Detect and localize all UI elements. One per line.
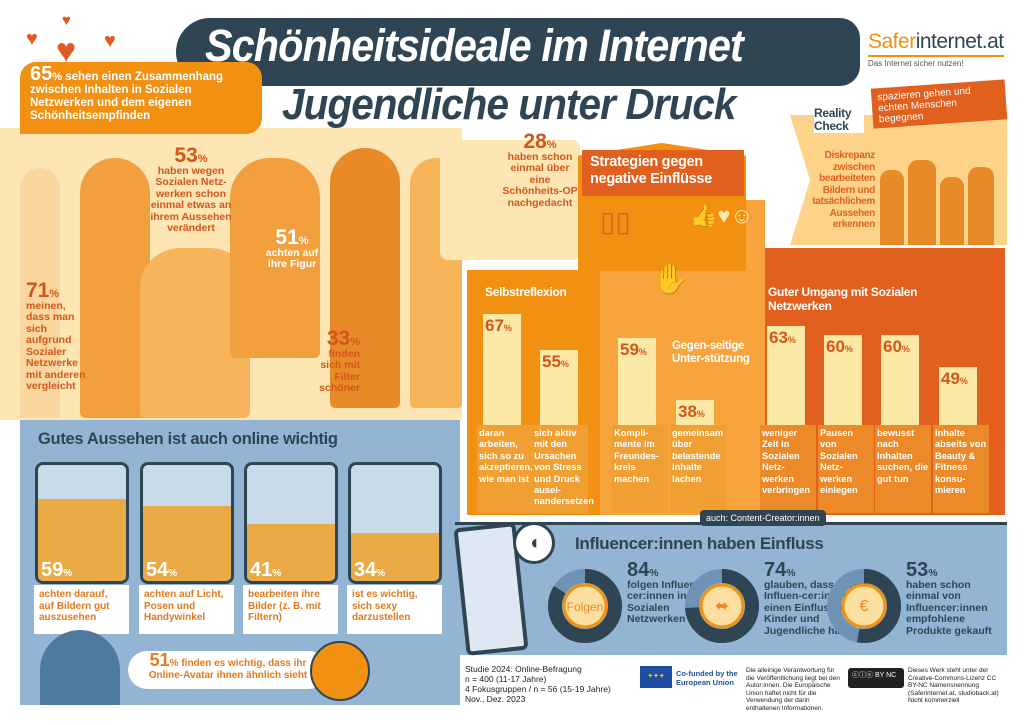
eu-cofunded: Co-funded by the European Union: [676, 669, 738, 687]
online-card: [244, 462, 338, 584]
reality-check-title: Reality Check: [814, 107, 864, 133]
donut-arc: [548, 569, 622, 643]
strategy-bar-label: Kompli-mente im Freundes-kreis machen: [612, 425, 668, 513]
strategy-bar-label: weniger Zeit in Sozialen Netz-werken ver…: [760, 425, 816, 513]
follow-button-icon: [562, 583, 608, 629]
online-card: [348, 462, 442, 584]
group-umgang: Guter Umgang mit Sozialen Netzwerken: [768, 285, 918, 313]
product-bottle-icon: [841, 583, 887, 629]
dumbbell-icon: [699, 583, 745, 629]
stat-65-bubble: 65% sehen einen Zusammenhang zwischen In…: [20, 62, 262, 134]
online-card-text: bearbeiten ihre Bilder (z. B. mit Filter…: [243, 585, 338, 634]
influencer-donut: ⬌: [685, 569, 759, 643]
donut-icon-label: Folgen: [567, 600, 604, 614]
influencer-stat: 74% glauben, dass Fitness-Influen-cer:inn…: [764, 559, 878, 637]
stat-51: 51% achten auf ihre Figur: [265, 226, 319, 270]
strategy-bar-value: 60%: [826, 337, 853, 356]
influencer-title: Influencer:innen haben Einfluss: [575, 534, 824, 553]
strategy-bar-value: 63%: [769, 328, 796, 347]
online-card-value: 41%: [250, 559, 282, 581]
title-banner: [176, 18, 860, 86]
donut-icon-label: €: [860, 598, 869, 615]
strategy-bar-label: gemeinsam über belastende Inhalte lachen: [670, 425, 726, 513]
eu-flag-icon: ✦✦✦: [640, 666, 672, 688]
online-card-text: achten darauf, auf Bildern gut auszusehe…: [34, 585, 129, 634]
page-title: Schönheitsideale im Internet: [205, 20, 744, 71]
reality-arrow: [790, 115, 810, 245]
influencer-stat: 84% folgen Influen-cer:innen in Sozialen …: [627, 559, 700, 625]
strategy-title: Strategien gegen negative Einflüsse: [582, 150, 744, 196]
strategy-bar-value: 49%: [941, 369, 968, 388]
page-subtitle: Jugendliche unter Druck: [282, 80, 736, 129]
online-avatar-icon: [310, 641, 370, 701]
joined-hands-icon: ✋: [652, 263, 690, 296]
heart-icon: ♥: [62, 12, 71, 29]
donut-arc: [827, 569, 901, 643]
online-card-value: 34%: [354, 559, 386, 581]
stat-28: 28% haben schon einmal über eine Schönhei…: [502, 130, 578, 209]
strategy-bar-value: 38%: [678, 402, 705, 421]
influencer-donut: Folgen: [548, 569, 622, 643]
stat-33: 33% finden sich mit Filter schöner: [319, 327, 360, 394]
teen-illustration: [0, 128, 462, 420]
avatar-girl: [40, 630, 120, 705]
saferinternet-logo: Saferinternet.at Das Internet sicher nut…: [868, 30, 1004, 68]
license: Dieses Werk steht unter der Creative-Com…: [908, 667, 999, 704]
heart-icon: ♥: [104, 30, 116, 52]
op-thought-area: [440, 140, 580, 260]
strategy-bar-value: 59%: [620, 340, 647, 359]
group-unterstuetzung: Gegen-seitige Unter-stützung: [672, 340, 750, 365]
influencer-donut: €: [827, 569, 901, 643]
online-card-value: 59%: [41, 559, 73, 581]
disclaimer: Die alleinige Verantwortung für die Verö…: [746, 667, 840, 712]
reality-text: Diskrepanz zwischen bearbeiteten Bildern…: [812, 150, 875, 230]
online-card-text: ist es wichtig, sich sexy darzustellen: [347, 585, 442, 634]
online-card: [35, 462, 129, 584]
online-card: [140, 462, 234, 584]
online-card-text: achten auf Licht, Posen und Handywinkel: [139, 585, 234, 634]
heart-icon: ♥: [26, 28, 38, 50]
strategy-bar-label: Pausen von Sozialen Netz-werken einlegen: [818, 425, 874, 513]
stat-53: 53% haben wegen Sozialen Netz-werken scho…: [150, 144, 232, 234]
cc-by-nc-icon: ⓒⓘⓔ BY NC: [848, 668, 904, 688]
donut-arc: [685, 569, 759, 643]
influencer-stat: 53% haben schon einmal von Influencer:inn…: [906, 559, 992, 637]
study-info: Studie 2024: Online-Befragung n = 400 (11…: [465, 664, 611, 704]
strategy-bar-value: 67%: [485, 316, 512, 335]
stat-71: 71% meinen, dass man sich aufgrund Sozial…: [26, 279, 86, 392]
people-silhouettes-icon: [880, 160, 1000, 245]
online-card-value: 54%: [146, 559, 178, 581]
strategy-bar-label: sich aktiv mit den Ursachen von Stress u…: [532, 425, 594, 513]
logo-tagline: Das Internet sicher nutzen!: [868, 59, 964, 68]
avatar-stat-bubble: 51% finden es wichtig, dass ihr Online-A…: [128, 651, 328, 689]
content-creator-tag: auch: Content-Creator:innen: [700, 510, 826, 526]
mirror-icon: ▯▯: [600, 206, 631, 237]
strategy-bar-value: 55%: [542, 352, 569, 371]
megaphone-icon: ◖: [513, 522, 555, 564]
strategy-bar-label: bewusst nach Inhalten suchen, die gut tu…: [875, 425, 931, 513]
social-reactions-icon: 👍♥☺: [690, 203, 753, 228]
online-title: Gutes Aussehen ist auch online wichtig: [38, 430, 338, 448]
logo-brand-b: internet.at: [915, 30, 1004, 53]
logo-brand-a: Safer: [868, 30, 916, 53]
donut-icon-label: ⬌: [715, 598, 728, 615]
strategy-bar-value: 60%: [883, 337, 910, 356]
strategy-bar-label: Inhalte abseits von Beauty & Fitness kon…: [933, 425, 989, 513]
strategy-bar-label: daran arbeiten, sich so zu akzeptieren, …: [477, 425, 533, 513]
heart-icon: ♥: [56, 32, 77, 70]
group-selbstreflexion: Selbstreflexion: [485, 285, 567, 299]
